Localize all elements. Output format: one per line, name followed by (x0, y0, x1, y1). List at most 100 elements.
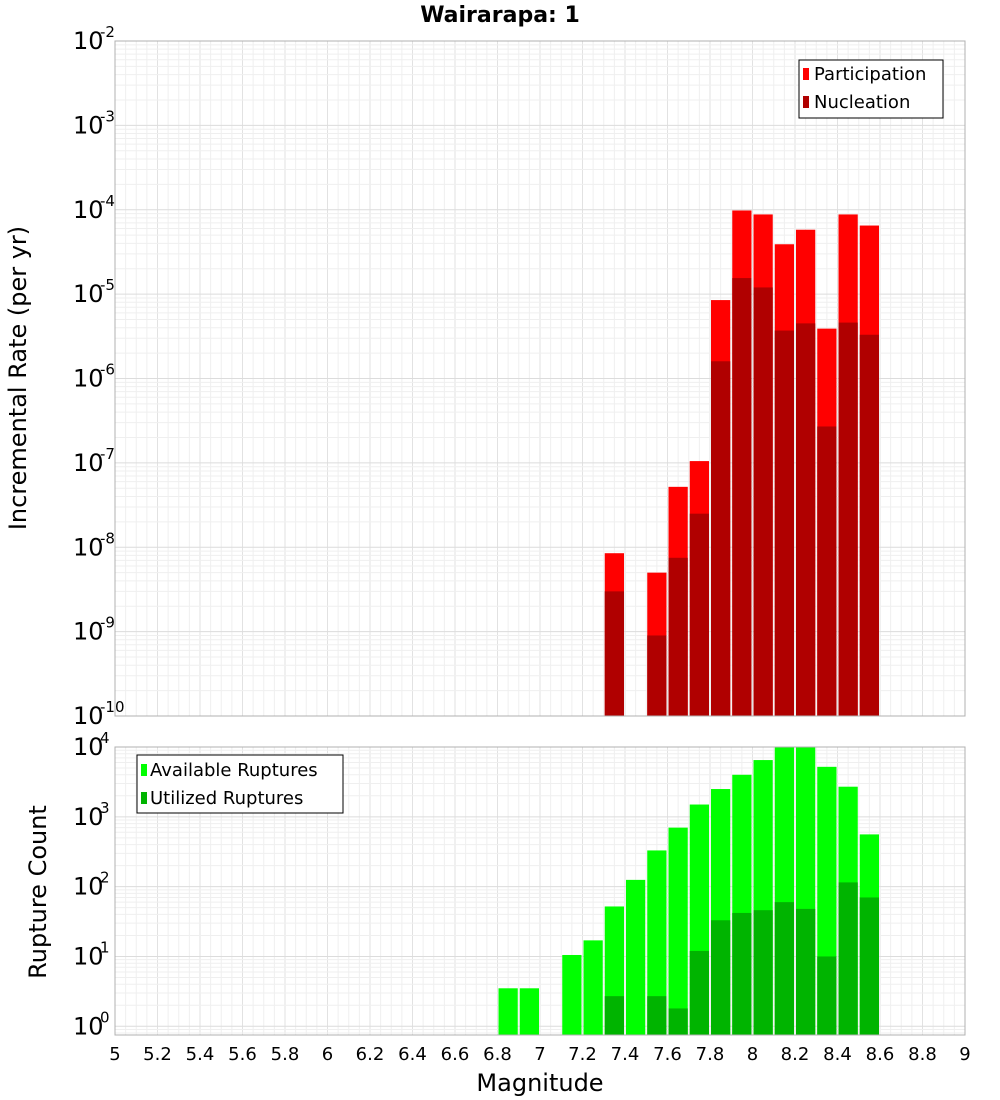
y-tick-exponent: -8 (100, 529, 115, 547)
y-tick-exponent: -10 (100, 698, 125, 716)
y-tick-label: 10 (73, 449, 104, 477)
rupture-utilized-ruptures-bar (732, 912, 752, 1035)
rate-legend: Participation Nucleation (798, 59, 944, 119)
rupture-utilized-ruptures-bar (859, 897, 879, 1035)
y-tick-label: 10 (73, 803, 104, 831)
rate-nucleation-bar (838, 322, 858, 716)
rupture-y-axis-label: Rupture Count (24, 805, 52, 979)
legend-available-label: Available Ruptures (150, 760, 318, 781)
y-tick-label: 10 (73, 196, 104, 224)
x-tick-label: 5 (109, 1044, 120, 1065)
y-tick-label: 10 (73, 873, 104, 901)
rupture-legend-box (136, 754, 344, 814)
rate-nucleation-bar (859, 334, 879, 716)
rate-nucleation-bar (711, 361, 731, 716)
rate-bars (604, 210, 879, 717)
y-tick-exponent: -5 (100, 276, 115, 294)
y-tick-exponent: 1 (100, 938, 110, 956)
x-tick-label: 5.4 (186, 1044, 215, 1065)
rupture-utilized-ruptures-bar (604, 996, 624, 1035)
y-tick-label: 10 (73, 280, 104, 308)
rupture-available-ruptures-bar (668, 827, 688, 1035)
x-tick-label: 6.6 (441, 1044, 470, 1065)
x-tick-label: 5.8 (271, 1044, 300, 1065)
legend-utilized-swatch (141, 792, 147, 804)
y-tick-exponent: -7 (100, 445, 115, 463)
x-tick-label: 9 (959, 1044, 970, 1065)
rupture-utilized-ruptures-bar (647, 996, 667, 1035)
rupture-utilized-ruptures-bar (796, 908, 816, 1035)
x-tick-label: 8.6 (866, 1044, 895, 1065)
x-tick-label: 6.8 (483, 1044, 512, 1065)
x-axis-label: Magnitude (476, 1069, 603, 1097)
rate-nucleation-bar (604, 591, 624, 716)
y-tick-exponent: -6 (100, 361, 115, 379)
rupture-utilized-ruptures-bar (838, 882, 858, 1035)
x-tick-label: 8 (747, 1044, 758, 1065)
rupture-available-ruptures-bar (647, 850, 667, 1035)
rupture-legend: Available Ruptures Utilized Ruptures (136, 754, 344, 814)
rupture-utilized-ruptures-bar (668, 1008, 688, 1035)
rupture-available-ruptures-bar (519, 988, 539, 1035)
y-tick-label: 10 (73, 942, 104, 970)
legend-participation-swatch (803, 68, 809, 80)
x-tick-label: 7.6 (653, 1044, 682, 1065)
magnitude-x-ticks: 5 5.2 5.4 5.6 5.8 6 6.2 6.4 6.6 6.8 7 7.2 7.4 7.6 7.8 8… (109, 1044, 970, 1065)
y-tick-label: 10 (73, 1012, 104, 1040)
legend-participation-label: Participation (814, 64, 926, 85)
x-tick-label: 6.2 (356, 1044, 385, 1065)
rupture-utilized-ruptures-bar (817, 956, 837, 1035)
rupture-available-ruptures-bar (562, 954, 582, 1035)
legend-nucleation-label: Nucleation (814, 92, 910, 113)
x-tick-label: 7.4 (611, 1044, 640, 1065)
legend-utilized-label: Utilized Ruptures (150, 788, 303, 809)
y-tick-label: 10 (73, 111, 104, 139)
rupture-plot-frame (114, 746, 966, 1036)
y-tick-label: 10 (73, 533, 104, 561)
y-tick-exponent: 3 (100, 799, 110, 817)
legend-nucleation-swatch (803, 96, 809, 108)
y-tick-exponent: 2 (100, 869, 110, 887)
chart-title: Wairarapa: 1 (420, 3, 580, 28)
x-tick-label: 7.2 (568, 1044, 597, 1065)
rate-nucleation-bar (668, 557, 688, 716)
rupture-utilized-ruptures-bar (753, 910, 773, 1035)
rate-nucleation-bar (647, 635, 667, 716)
rate-nucleation-bar (796, 323, 816, 716)
y-tick-label: 10 (73, 27, 104, 55)
rate-grid (114, 41, 966, 717)
rate-y-axis-label: Incremental Rate (per yr) (4, 226, 32, 530)
y-tick-label: 10 (73, 733, 104, 761)
y-tick-label: 10 (73, 365, 104, 393)
x-tick-label: 5.6 (228, 1044, 257, 1065)
rate-legend-box (798, 59, 944, 119)
x-tick-label: 6.4 (398, 1044, 427, 1065)
x-tick-label: 8.4 (823, 1044, 852, 1065)
rate-nucleation-bar (689, 513, 709, 716)
rate-nucleation-bar (732, 278, 752, 716)
rupture-available-ruptures-bar (626, 879, 646, 1035)
x-tick-label: 8.8 (908, 1044, 937, 1065)
y-tick-exponent: -9 (100, 614, 115, 632)
y-tick-exponent: -2 (100, 23, 115, 41)
rate-nucleation-bar (774, 330, 794, 716)
x-tick-label: 7 (534, 1044, 545, 1065)
x-tick-label: 5.2 (143, 1044, 172, 1065)
y-tick-exponent: 4 (100, 729, 110, 747)
rate-nucleation-bar (753, 287, 773, 716)
rupture-available-ruptures-bar (498, 988, 518, 1035)
y-tick-exponent: -3 (100, 107, 115, 125)
x-tick-label: 8.2 (781, 1044, 810, 1065)
y-tick-exponent: 0 (100, 1008, 110, 1026)
rate-nucleation-bar (817, 426, 837, 716)
rupture-bars (498, 747, 879, 1035)
legend-available-swatch (141, 764, 147, 776)
rupture-utilized-ruptures-bar (774, 902, 794, 1035)
rupture-utilized-ruptures-bar (689, 950, 709, 1035)
x-tick-label: 6 (322, 1044, 333, 1065)
